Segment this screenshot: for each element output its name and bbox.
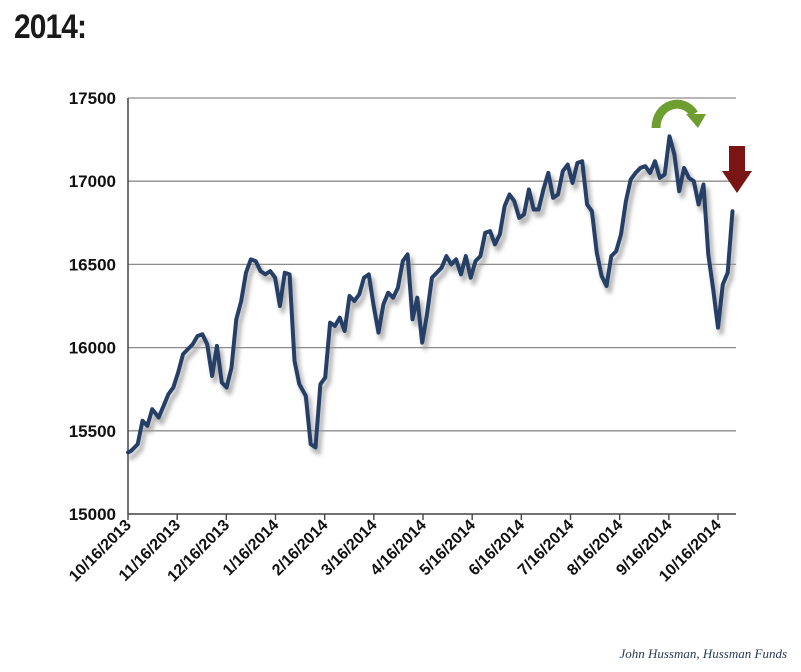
annotations [651,99,752,193]
y-tick-label: 15500 [69,422,116,441]
series-line [126,134,735,455]
series-layer [126,134,738,460]
page-title: 2014: [14,8,87,46]
axes [127,98,736,520]
series-line-shadow [128,138,738,460]
y-tick-label: 17000 [69,172,116,191]
y-tick-label: 16000 [69,339,116,358]
y-tick-labels: 17500 17000 16500 16000 15500 15000 [69,89,116,524]
grid-lines [128,97,736,432]
down-arrow-icon [722,146,752,193]
source-credit: John Hussman, Hussman Funds [619,646,787,661]
y-tick-label: 16500 [69,255,116,274]
y-tick-label: 15000 [69,505,116,524]
y-tick-label: 17500 [69,89,116,108]
x-tick-labels: 10/16/201311/16/201312/16/20131/16/20142… [66,517,725,586]
curved-arrow-over-icon [651,99,706,129]
